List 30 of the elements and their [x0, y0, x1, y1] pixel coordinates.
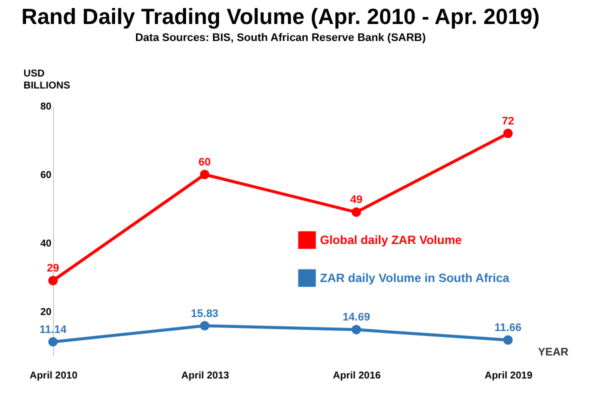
point — [48, 337, 58, 347]
y-tick-label: 80 — [40, 102, 52, 112]
y-axis-title: USD BILLIONS — [24, 68, 70, 92]
data-label: 11.14 — [40, 324, 68, 336]
data-label: 60 — [198, 156, 211, 168]
chart-title: Rand Daily Trading Volume (Apr. 2010 - Apr. 2019) — [21, 4, 540, 29]
x-tick-label: April 2019 — [484, 370, 533, 382]
data-label: 15.83 — [190, 308, 218, 320]
data-label: 49 — [350, 194, 362, 206]
y-tick-label: 40 — [40, 238, 52, 250]
x-tick-label: April 2016 — [332, 370, 382, 382]
y-tick-label: 60 — [40, 170, 52, 181]
legend-label: ZAR daily Volume in South Africa — [320, 271, 510, 285]
y-tick-label: 20 — [40, 306, 52, 318]
x-tick-label: April 2010 — [30, 370, 78, 382]
data-label: 14.69 — [342, 312, 370, 324]
point — [352, 324, 362, 334]
data-label: 11.66 — [494, 322, 522, 334]
data-label: 72 — [502, 115, 514, 128]
point — [200, 170, 210, 180]
x-axis-title: YEAR — [538, 346, 569, 358]
point — [200, 321, 210, 330]
legend-label: Global daily ZAR Volume — [320, 233, 462, 247]
chart-subtitle: Data Sources: BIS, South African Reserve Bank (SARB) — [135, 32, 426, 44]
point — [48, 276, 58, 286]
x-tick-label: April 2013 — [181, 370, 230, 382]
data-label: 29 — [46, 262, 60, 275]
point — [503, 128, 513, 138]
point — [503, 335, 513, 345]
point — [352, 207, 362, 217]
